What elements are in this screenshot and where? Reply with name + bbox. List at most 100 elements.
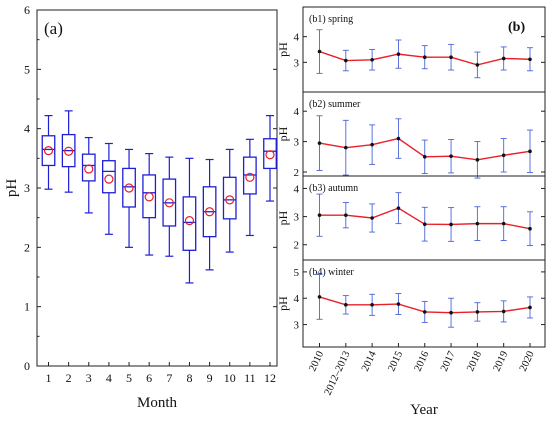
x-tick-label: 2020 [518,350,537,374]
subplot-label: (b1) spring [309,14,353,25]
x-tick-label: 6 [146,371,152,385]
x-tick-label: 2010 [307,350,326,374]
x-tick-label: 2019 [492,350,511,374]
box-iqr [263,138,277,170]
y-tick-label: 4 [294,183,300,195]
y-tick-label: 3 [24,181,30,195]
y-tick-label: 3 [294,212,300,224]
box-mean-marker [84,164,94,174]
box-mean-marker [245,172,255,182]
y-tick-label: 5 [294,267,300,279]
x-tick-label: 4 [106,371,112,385]
x-tick-label: 5 [126,371,132,385]
data-point [370,303,374,307]
box-iqr [222,176,237,220]
x-tick-label: 9 [207,371,213,385]
x-tick-label: 2014 [360,349,379,373]
panel-a-x-axis-label: Month [137,395,178,411]
data-point [422,310,427,314]
data-point [475,310,480,314]
data-point [396,206,401,210]
panel-a-tag: (a) [44,19,63,38]
data-point [396,302,401,306]
x-tick-label: 2016 [413,350,432,374]
data-point [396,52,401,56]
data-point [528,57,532,62]
box-mean-marker [265,150,275,160]
subplot-y-axis-label: pH [276,296,290,311]
panel-a-frame [36,9,278,367]
data-point [528,226,532,231]
subplot-y-axis-label: pH [276,210,290,225]
x-tick-label: 2017 [439,350,458,374]
data-point [449,55,453,59]
data-point [422,222,427,226]
x-tick-label: 11 [244,371,256,385]
y-tick-label: 4 [294,293,300,305]
panel-b-plot-area: (b1) spring pH 3 4 (b2) summer pH 2 3 4 (b3) autu… [276,14,545,397]
y-tick-label: 2 [24,240,30,254]
data-point [344,145,348,150]
y-tick-label: 4 [24,122,30,136]
x-tick-label: 1 [46,371,52,385]
x-tick-label: 2 [66,371,72,385]
data-point [528,149,532,154]
data-point [317,213,322,217]
data-point [449,222,453,227]
x-tick-label: 7 [166,371,172,385]
y-tick-label: 1 [24,300,30,314]
data-point [475,221,480,226]
x-tick-label: 8 [186,371,192,385]
data-point [422,155,427,159]
data-point [344,303,348,307]
data-point [344,213,348,217]
box-mean-marker [104,174,114,184]
y-tick-label: 6 [24,3,30,17]
x-tick-label: 2012–2013 [323,350,353,397]
y-tick-label: 3 [294,57,300,69]
data-point [317,295,322,299]
data-point [449,154,453,158]
y-tick-label: 3 [294,137,300,149]
panel-b-frame [302,6,546,348]
x-tick-label: 2015 [386,350,405,374]
box-iqr [122,167,136,208]
y-tick-label: 2 [294,167,300,179]
data-point [370,216,374,220]
box-mean-marker [225,195,235,205]
data-point [475,158,480,162]
subplot-label: (b4) winter [309,267,354,278]
data-point [317,49,322,54]
box-mean-marker [43,146,54,156]
subplot-label: (b3) autumn [309,183,358,194]
box-iqr [81,153,96,182]
box-mean-marker [64,146,74,156]
x-tick-label: 2018 [465,350,484,374]
data-point [501,221,506,226]
data-point [528,305,532,310]
y-tick-label: 3 [294,320,300,332]
data-point [370,57,374,62]
box-mean-marker [184,216,195,226]
box-iqr [102,160,116,194]
y-tick-label: 0 [24,359,30,373]
data-point [501,56,506,61]
box-iqr [142,174,157,219]
box-mean-marker [164,198,174,208]
data-point [396,136,401,141]
data-point [344,58,348,63]
data-point [422,55,427,59]
x-tick-label: 3 [86,371,92,385]
subplot-label: (b2) summer [309,99,361,110]
data-point [501,153,506,158]
panel-b-x-axis-label: Year [410,402,438,418]
data-point [449,310,453,315]
y-tick-label: 4 [294,32,300,44]
box-mean-marker [124,183,134,193]
data-point [501,309,506,314]
box-iqr [41,135,56,167]
box-mean-marker [204,207,215,217]
